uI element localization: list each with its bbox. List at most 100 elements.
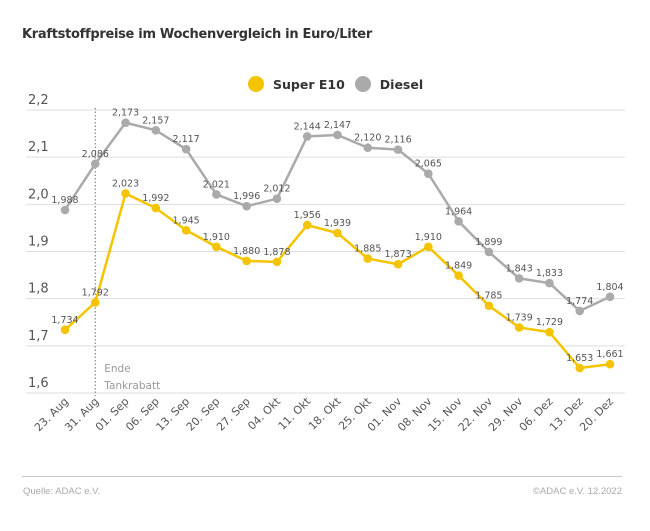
data-point-super-e10: [242, 256, 251, 266]
data-label-diesel: 2,144: [294, 121, 321, 132]
data-point-diesel: [212, 190, 221, 199]
data-point-super-e10: [545, 327, 554, 337]
data-label-diesel: 2,157: [142, 115, 169, 126]
legend-label: Super E10: [273, 76, 345, 92]
data-label-super-e10: 1,910: [203, 232, 230, 243]
y-tick-label: 2,2: [28, 93, 49, 108]
source-note: Quelle: ADAC e.V.: [23, 486, 101, 497]
data-label-super-e10: 1,849: [445, 261, 472, 272]
data-point-diesel: [484, 247, 494, 257]
data-point-super-e10: [333, 228, 342, 238]
y-tick-label: 2,0: [28, 187, 49, 202]
data-label-super-e10: 1,729: [536, 317, 563, 328]
data-point-super-e10: [151, 203, 161, 213]
data-point-super-e10: [393, 259, 403, 269]
data-label-super-e10: 1,992: [142, 193, 169, 204]
data-point-super-e10: [212, 242, 221, 252]
data-label-super-e10: 1,878: [263, 247, 290, 258]
series-line-diesel: [63, 121, 611, 313]
legend-item-diesel: Diesel: [354, 76, 424, 92]
data-point-super-e10: [60, 325, 70, 335]
data-label-diesel: 2,086: [82, 149, 109, 160]
data-label-diesel: 2,021: [203, 179, 230, 190]
data-point-super-e10: [424, 242, 433, 252]
data-label-super-e10: 1,661: [596, 349, 623, 360]
data-label-diesel: 1,843: [506, 263, 533, 274]
data-point-super-e10: [514, 323, 524, 332]
data-point-super-e10: [302, 220, 312, 230]
data-label-super-e10: 1,945: [173, 215, 200, 226]
data-point-diesel: [181, 144, 191, 154]
data-point-diesel: [545, 278, 554, 288]
data-label-diesel: 1,833: [536, 268, 563, 279]
x-tick-label: 20. Dez: [577, 395, 616, 434]
data-label-super-e10: 1,739: [506, 312, 533, 323]
annotation-text: Ende: [104, 363, 130, 375]
data-label-super-e10: 2,023: [112, 178, 139, 189]
data-label-super-e10: 1,653: [566, 353, 593, 364]
data-label-diesel: 2,012: [263, 184, 290, 195]
data-label-diesel: 1,964: [445, 206, 472, 217]
y-tick-label: 1,9: [28, 235, 49, 250]
data-point-diesel: [363, 143, 373, 153]
data-point-super-e10: [605, 359, 615, 369]
data-label-super-e10: 1,785: [475, 291, 502, 302]
footer-divider: [22, 476, 622, 477]
data-point-super-e10: [121, 189, 130, 198]
legend-marker-diesel: [354, 76, 371, 92]
data-label-diesel: 2,147: [324, 120, 351, 131]
data-label-diesel: 1,988: [51, 195, 78, 206]
data-point-diesel: [605, 292, 615, 302]
chart-title: Kraftstoffpreise im Wochenvergleich in E…: [22, 27, 372, 42]
data-point-diesel: [302, 132, 312, 141]
legend-marker-super-e10: [248, 76, 264, 92]
data-point-diesel: [121, 118, 130, 128]
data-label-diesel: 1,996: [233, 191, 260, 202]
data-label-diesel: 2,120: [354, 133, 381, 144]
data-point-diesel: [151, 125, 161, 135]
data-point-super-e10: [575, 363, 585, 373]
data-label-super-e10: 1,792: [82, 287, 109, 298]
data-point-super-e10: [90, 298, 100, 307]
y-tick-label: 1,8: [28, 282, 49, 297]
data-label-super-e10: 1,873: [384, 249, 411, 260]
data-label-diesel: 2,117: [173, 134, 200, 145]
data-label-super-e10: 1,910: [415, 232, 442, 243]
legend-label: Diesel: [379, 76, 424, 92]
y-tick-label: 2,1: [28, 140, 49, 155]
data-point-diesel: [333, 130, 342, 140]
data-label-diesel: 1,899: [475, 237, 502, 248]
data-label-super-e10: 1,956: [294, 210, 321, 221]
data-point-super-e10: [363, 254, 373, 263]
data-point-diesel: [424, 169, 433, 178]
data-label-super-e10: 1,734: [51, 315, 78, 326]
data-label-diesel: 2,173: [112, 108, 139, 119]
data-label-super-e10: 1,885: [354, 244, 381, 255]
data-label-diesel: 2,065: [415, 159, 442, 170]
data-label-diesel: 1,774: [566, 296, 593, 307]
data-label-diesel: 2,116: [384, 135, 411, 146]
data-point-diesel: [242, 201, 251, 211]
data-point-diesel: [393, 145, 403, 154]
x-tick-label: 27. Sep: [214, 395, 253, 434]
data-point-super-e10: [454, 271, 463, 280]
data-point-diesel: [60, 205, 70, 215]
data-label-super-e10: 1,939: [324, 218, 351, 229]
data-point-diesel: [575, 306, 585, 316]
data-label-diesel: 1,804: [596, 282, 623, 293]
data-point-super-e10: [272, 257, 282, 267]
data-point-diesel: [90, 159, 100, 169]
data-point-diesel: [272, 194, 282, 203]
data-point-super-e10: [181, 225, 191, 235]
y-tick-label: 1,7: [28, 329, 49, 344]
data-label-super-e10: 1,880: [233, 246, 260, 257]
data-point-diesel: [454, 217, 463, 226]
data-point-super-e10: [484, 301, 494, 311]
legend: Super E10 Diesel: [248, 76, 433, 92]
legend-item-super-e10: Super E10: [248, 76, 345, 92]
data-point-diesel: [514, 274, 524, 283]
annotation-text: Tankrabatt: [103, 380, 160, 392]
copyright-note: ©ADAC e.V. 12.2022: [532, 486, 622, 497]
y-tick-label: 1,6: [28, 376, 49, 391]
